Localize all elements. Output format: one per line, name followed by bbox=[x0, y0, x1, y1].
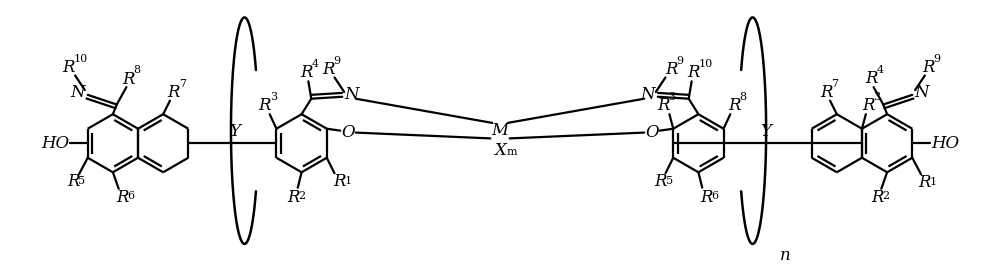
Text: R: R bbox=[922, 59, 935, 76]
Text: R: R bbox=[300, 64, 313, 81]
Text: 6: 6 bbox=[127, 191, 135, 201]
Text: 9: 9 bbox=[334, 56, 341, 66]
Text: 4: 4 bbox=[311, 59, 318, 69]
Text: m: m bbox=[507, 147, 517, 157]
Text: R: R bbox=[728, 97, 740, 114]
Text: Y: Y bbox=[229, 123, 240, 140]
Text: HO: HO bbox=[41, 135, 69, 152]
Text: 1: 1 bbox=[930, 177, 937, 187]
Text: 10: 10 bbox=[698, 59, 713, 69]
Text: R: R bbox=[259, 97, 271, 114]
Text: 3: 3 bbox=[270, 92, 277, 102]
Text: N: N bbox=[71, 84, 85, 101]
Text: N: N bbox=[641, 86, 655, 103]
Text: 5: 5 bbox=[666, 176, 673, 186]
Text: R: R bbox=[665, 61, 678, 78]
Text: R: R bbox=[863, 97, 875, 114]
Text: R: R bbox=[288, 189, 300, 206]
Text: 6: 6 bbox=[711, 191, 718, 201]
Text: R: R bbox=[687, 64, 700, 81]
Text: R: R bbox=[919, 175, 931, 191]
Text: 3: 3 bbox=[668, 92, 676, 102]
Text: HO: HO bbox=[931, 135, 959, 152]
Text: R: R bbox=[67, 173, 79, 190]
Text: N: N bbox=[915, 84, 929, 101]
Text: R: R bbox=[322, 61, 335, 78]
Text: R: R bbox=[116, 189, 129, 206]
Text: R: R bbox=[865, 70, 878, 87]
Text: 7: 7 bbox=[179, 79, 186, 89]
Text: R: R bbox=[168, 84, 180, 101]
Text: M: M bbox=[492, 122, 509, 139]
Text: n: n bbox=[780, 247, 791, 264]
Text: 5: 5 bbox=[78, 176, 85, 186]
Text: R: R bbox=[62, 59, 75, 76]
Text: 9: 9 bbox=[676, 56, 683, 66]
Text: 3: 3 bbox=[874, 92, 881, 102]
Text: R: R bbox=[820, 84, 832, 101]
Text: R: R bbox=[122, 71, 135, 88]
Text: 1: 1 bbox=[344, 176, 351, 186]
Text: R: R bbox=[657, 97, 670, 114]
Text: R: R bbox=[700, 189, 712, 206]
Text: X: X bbox=[494, 142, 506, 158]
Text: 2: 2 bbox=[299, 191, 306, 201]
Text: R: R bbox=[654, 173, 667, 190]
Text: R: R bbox=[333, 173, 346, 190]
Text: 9: 9 bbox=[934, 54, 941, 64]
Text: Y: Y bbox=[760, 123, 771, 140]
Text: 8: 8 bbox=[133, 65, 140, 76]
Text: N: N bbox=[345, 86, 359, 103]
Text: 10: 10 bbox=[73, 54, 87, 64]
Text: 8: 8 bbox=[739, 92, 746, 102]
Text: O: O bbox=[341, 124, 355, 141]
Text: 4: 4 bbox=[876, 64, 884, 74]
Text: 7: 7 bbox=[831, 79, 838, 89]
Text: R: R bbox=[871, 189, 884, 206]
Text: 2: 2 bbox=[882, 191, 889, 201]
Text: O: O bbox=[645, 124, 659, 141]
